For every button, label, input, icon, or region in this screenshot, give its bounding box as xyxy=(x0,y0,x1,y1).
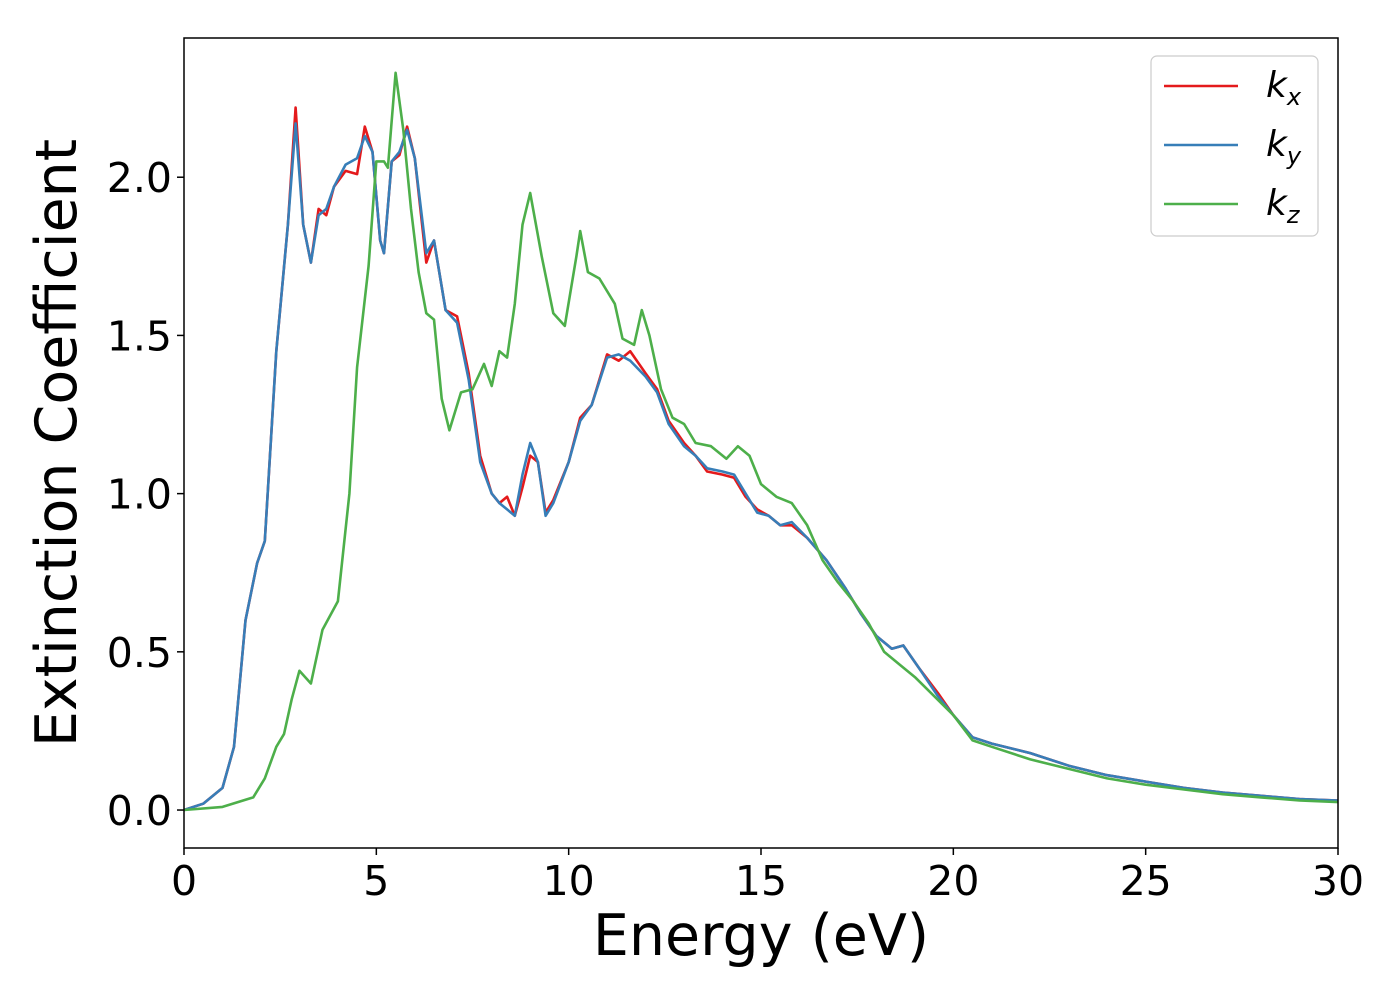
x-tick-label: 10 xyxy=(543,857,595,905)
y-axis: 0.0 0.5 1.0 1.5 2.0 xyxy=(107,154,184,835)
y-tick-label: 1.0 xyxy=(107,471,172,519)
x-tick-label: 0 xyxy=(171,857,197,905)
series-layer xyxy=(184,71,1338,812)
y-tick-label: 1.5 xyxy=(107,312,172,360)
series-line-kz xyxy=(184,71,1338,812)
legend-label-ky: ky xyxy=(1266,124,1302,170)
x-tick-label: 30 xyxy=(1312,857,1364,905)
series-line-ky xyxy=(184,122,1338,812)
y-tick-label: 0.5 xyxy=(107,629,172,677)
x-axis-label: Energy (eV) xyxy=(593,903,929,969)
x-axis: 0 5 10 15 20 25 30 xyxy=(171,848,1364,905)
x-tick-label: 20 xyxy=(927,857,979,905)
x-tick-label: 15 xyxy=(735,857,787,905)
y-tick-label: 0.0 xyxy=(107,787,172,835)
x-tick-label: 25 xyxy=(1120,857,1172,905)
legend-label-kx: kx xyxy=(1266,65,1302,111)
y-axis-label: Extinction Coefficient xyxy=(24,139,90,747)
y-tick-label: 2.0 xyxy=(107,154,172,202)
x-tick-label: 5 xyxy=(363,857,389,905)
